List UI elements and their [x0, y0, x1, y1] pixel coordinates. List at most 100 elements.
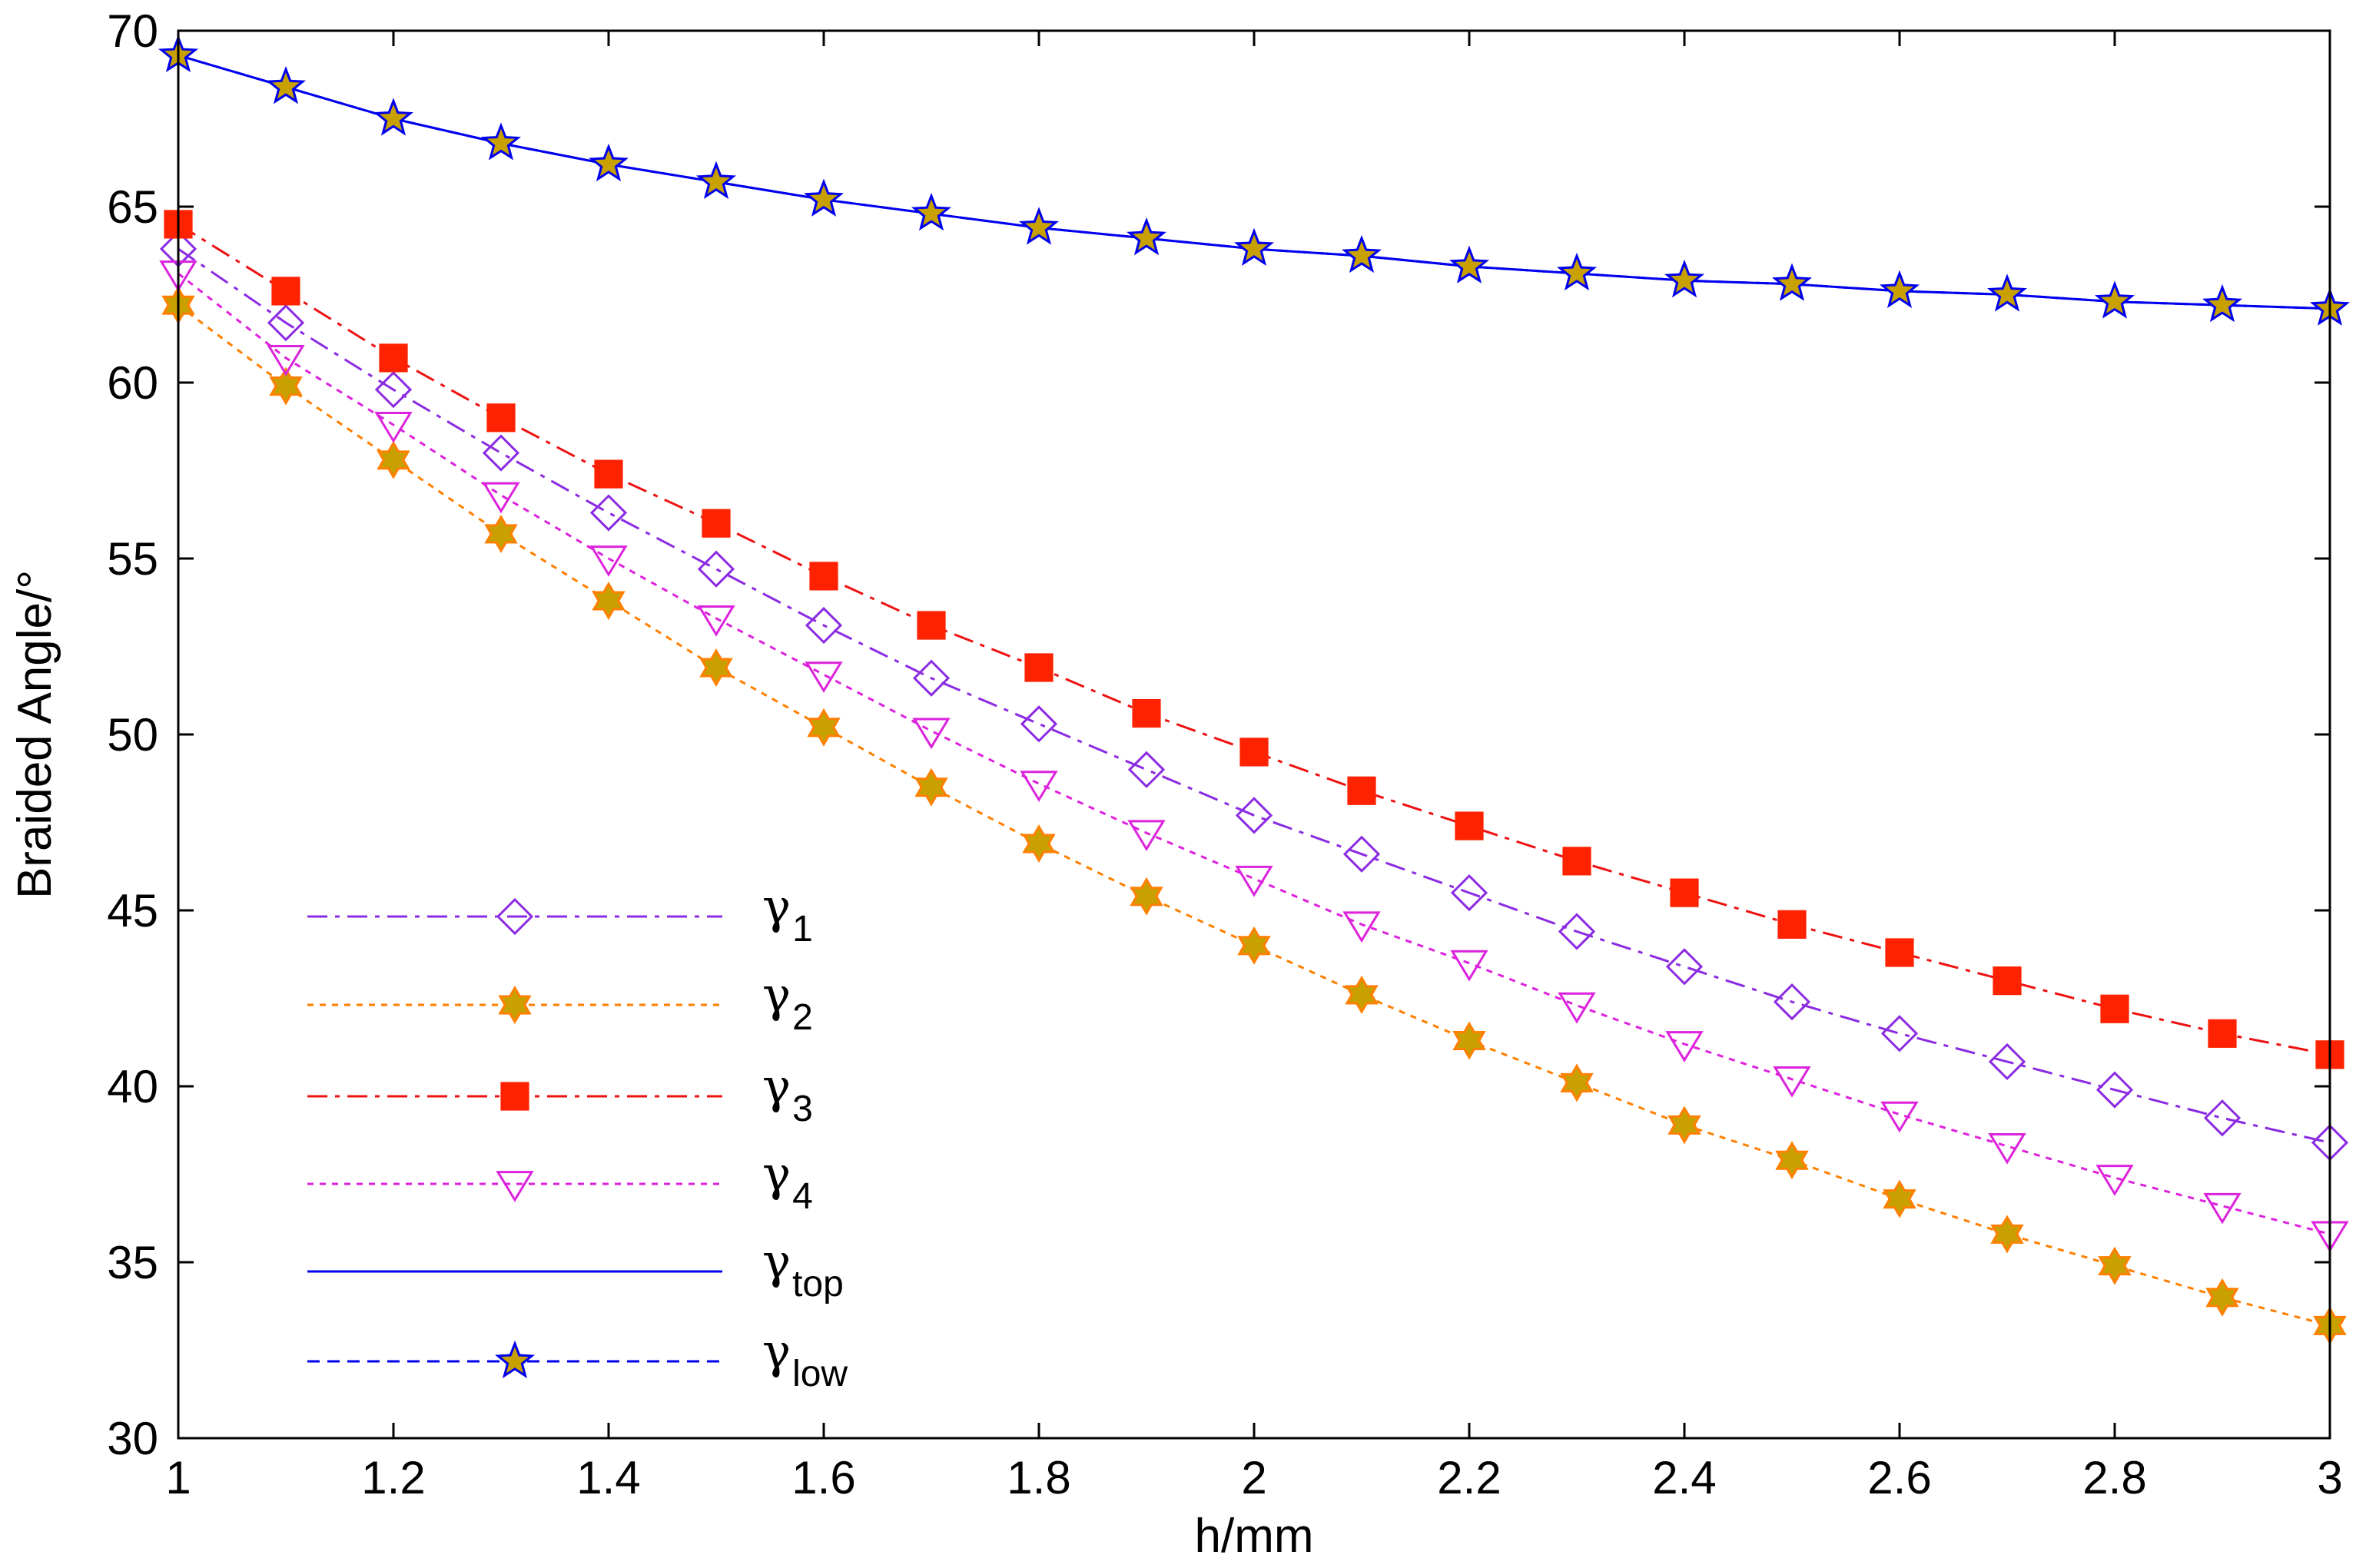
data-point-γlow: [589, 143, 629, 182]
data-point-γ1: [1880, 1015, 1919, 1053]
data-point-γ3: [702, 509, 731, 538]
x-tick-label: 1.4: [576, 1452, 640, 1503]
x-tick-label: 2.2: [1437, 1452, 1501, 1503]
y-tick-label: 60: [107, 357, 158, 409]
data-point-γ3: [486, 403, 516, 433]
data-point-γ4: [1342, 911, 1381, 943]
x-tick-label: 1.8: [1007, 1452, 1070, 1503]
data-point-γ1: [1558, 913, 1596, 950]
data-point-γlow: [1342, 234, 1382, 273]
data-point-γ2: [1345, 975, 1379, 1014]
data-point-γ4: [1773, 1066, 1811, 1098]
legend-marker-γ3: [500, 1082, 529, 1111]
data-point-γ3: [809, 562, 838, 591]
data-point-γ3: [1239, 738, 1269, 767]
data-point-γ3: [379, 343, 408, 373]
data-point-γ2: [1667, 1106, 1701, 1145]
data-point-γ2: [377, 440, 410, 479]
series-layer: [158, 34, 2350, 1345]
data-point-γ3: [1670, 878, 1699, 907]
data-point-γ1: [482, 434, 520, 472]
data-point-γlow: [1772, 263, 1812, 301]
y-tick-label: 30: [107, 1413, 158, 1464]
data-point-γ4: [2203, 1192, 2242, 1225]
y-tick-label: 70: [107, 5, 158, 57]
data-point-γ3: [1132, 698, 1161, 728]
data-point-γ4: [589, 545, 628, 577]
data-point-γ2: [2205, 1278, 2239, 1317]
data-point-γ3: [1885, 938, 1914, 967]
legend-marker-γ1: [496, 897, 534, 936]
data-point-γ3: [1993, 966, 2022, 996]
data-point-γ3: [271, 277, 300, 306]
data-point-γ1: [1665, 948, 1704, 986]
series-γlow: [158, 34, 2350, 326]
series-γ4: [159, 260, 2349, 1253]
data-point-γ1: [1020, 705, 1058, 743]
data-point-γ1: [1235, 797, 1273, 834]
data-point-γlow: [481, 122, 521, 161]
series-line-γ4: [178, 272, 2331, 1235]
data-point-γ4: [267, 345, 305, 376]
data-point-γ3: [1777, 910, 1807, 939]
data-point-γlow: [1127, 217, 1166, 256]
data-point-γ1: [2096, 1071, 2134, 1109]
data-point-γ1: [697, 550, 735, 588]
data-point-γ1: [2203, 1099, 2242, 1137]
data-point-γ1: [805, 606, 843, 645]
data-point-γ2: [1022, 824, 1056, 863]
data-point-γ3: [594, 459, 623, 489]
x-tick-label: 2: [1241, 1452, 1266, 1503]
legend-marker-γlow: [495, 1340, 535, 1379]
data-point-γlow: [911, 192, 951, 231]
data-point-γ1: [589, 494, 628, 532]
x-tick-label: 1.6: [791, 1452, 855, 1503]
x-tick-label: 3: [2317, 1452, 2342, 1503]
legend-subscript-γlow: low: [792, 1354, 848, 1394]
data-point-γ3: [1347, 776, 1376, 805]
data-point-γlow: [2095, 280, 2135, 319]
data-point-γ3: [917, 611, 946, 640]
data-point-γ1: [1773, 983, 1811, 1021]
series-γ2: [161, 286, 2347, 1345]
data-point-γ1: [1342, 835, 1381, 873]
data-point-γlow: [373, 98, 413, 136]
legend-subscript-γ1: 1: [792, 909, 813, 950]
data-point-γ4: [1665, 1031, 1704, 1062]
legend-marker-γ2: [498, 986, 532, 1024]
data-point-γ1: [1450, 874, 1488, 912]
data-point-γ1: [1988, 1043, 2026, 1081]
data-point-γ4: [2096, 1165, 2134, 1196]
x-tick-label: 1.2: [361, 1452, 425, 1503]
data-point-γlow: [1880, 270, 1920, 308]
x-tick-label: 2.6: [1867, 1452, 1931, 1503]
y-tick-label: 55: [107, 533, 158, 585]
data-point-γ2: [269, 366, 303, 406]
data-point-γ4: [805, 661, 843, 693]
data-point-γ3: [2100, 994, 2129, 1023]
data-point-γlow: [1664, 259, 1704, 298]
data-point-γ4: [697, 605, 735, 637]
data-point-γ4: [1450, 950, 1488, 982]
legend-subscript-γ3: 3: [792, 1089, 813, 1129]
data-point-γ1: [912, 659, 951, 697]
data-point-γ4: [374, 412, 413, 443]
data-point-γ3: [1455, 811, 1484, 840]
data-point-γ1: [1127, 751, 1166, 788]
data-point-γ4: [1880, 1101, 1919, 1133]
series-line-γlow: [178, 54, 2331, 310]
data-point-γ4: [912, 718, 951, 750]
data-point-γlow: [1019, 207, 1059, 245]
data-point-γ2: [1237, 926, 1271, 965]
data-point-γ4: [1988, 1132, 2026, 1165]
data-point-γlow: [1449, 245, 1489, 283]
legend-marker-γ4: [496, 1171, 534, 1202]
data-point-γ2: [1130, 877, 1163, 916]
data-point-γ2: [1452, 1021, 1486, 1060]
legend-subscript-γ2: 2: [792, 997, 813, 1038]
data-point-γlow: [1234, 227, 1274, 266]
y-tick-label: 35: [107, 1237, 158, 1288]
data-point-γlow: [804, 178, 844, 217]
data-point-γ2: [1883, 1179, 1916, 1218]
y-tick-label: 40: [107, 1061, 158, 1112]
